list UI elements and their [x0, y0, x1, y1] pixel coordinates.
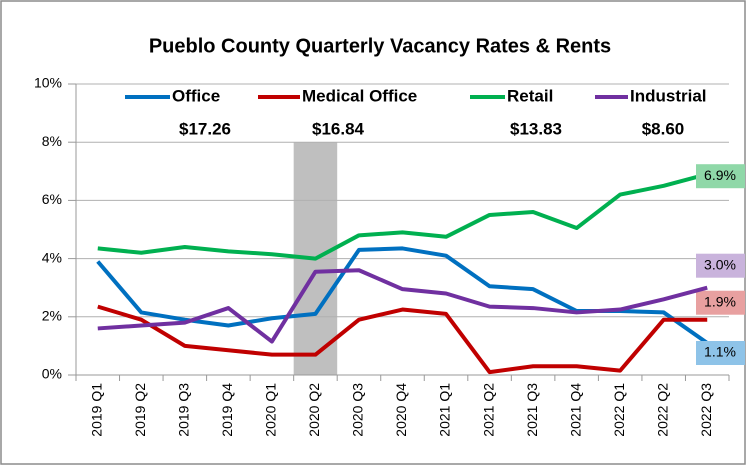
x-tick-label: 2022 Q2 — [654, 383, 670, 437]
x-tick-label: 2020 Q1 — [263, 383, 279, 437]
end-label-box — [696, 340, 745, 365]
rent-label: $17.26 — [179, 119, 231, 138]
y-tick-label: 4% — [42, 249, 62, 265]
end-label: 1.9% — [704, 293, 736, 309]
end-label-box — [696, 164, 745, 189]
series-line — [97, 172, 708, 261]
y-tick-label: 2% — [42, 308, 62, 324]
x-tick-label: 2022 Q1 — [611, 383, 627, 437]
x-tick-label: 2019 Q2 — [132, 383, 148, 437]
y-tick-label: 8% — [42, 133, 62, 149]
end-label: 1.1% — [704, 344, 736, 360]
x-tick-label: 2020 Q3 — [350, 383, 366, 437]
x-tick-label: 2021 Q2 — [480, 383, 496, 437]
x-tick-label: 2019 Q4 — [219, 383, 235, 437]
end-label-box — [696, 290, 745, 315]
y-tick-label: 0% — [42, 366, 62, 382]
legend-label: Retail — [507, 86, 553, 105]
y-tick-label: 10% — [34, 75, 62, 91]
series-line — [97, 304, 708, 375]
end-label: 6.9% — [704, 167, 736, 183]
x-tick-label: 2020 Q2 — [306, 383, 322, 437]
legend-label: Medical Office — [302, 86, 417, 105]
end-label-box — [696, 253, 745, 278]
x-tick-label: 2019 Q3 — [176, 383, 192, 437]
x-tick-label: 2020 Q4 — [393, 383, 409, 437]
legend-label: Office — [172, 86, 220, 105]
end-label: 3.0% — [704, 256, 736, 272]
x-tick-label: 2021 Q4 — [567, 383, 583, 437]
x-tick-label: 2022 Q3 — [698, 383, 714, 437]
y-tick-label: 6% — [42, 191, 62, 207]
rent-label: $16.84 — [312, 119, 365, 138]
chart-title: Pueblo County Quarterly Vacancy Rates & … — [149, 35, 611, 57]
legend-label: Industrial — [630, 86, 707, 105]
rent-label: $8.60 — [642, 119, 685, 138]
x-tick-label: 2021 Q3 — [524, 383, 540, 437]
series-line — [97, 268, 708, 344]
x-tick-label: 2019 Q1 — [88, 383, 104, 437]
x-tick-label: 2021 Q1 — [437, 383, 453, 437]
rent-label: $13.83 — [510, 119, 562, 138]
